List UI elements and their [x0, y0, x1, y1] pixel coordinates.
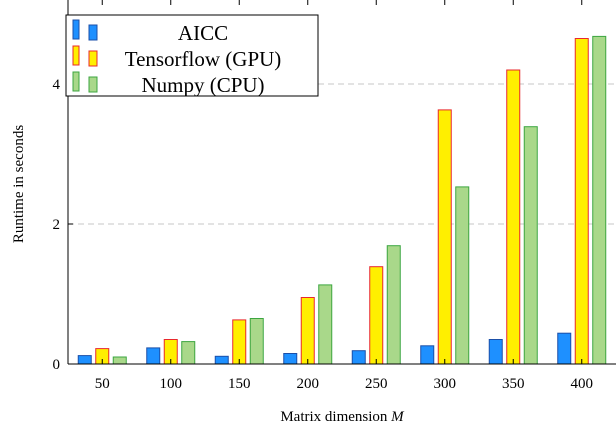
bar-tensorflow-gpu--250: [369, 266, 384, 365]
bars: [77, 35, 607, 365]
y-tick-label-0: 0: [53, 357, 61, 373]
bar-numpy-cpu--50: [112, 356, 127, 365]
bar-aicc-50: [77, 355, 92, 365]
bar-numpy-cpu--300: [455, 186, 470, 365]
bar-aicc-150: [214, 355, 229, 365]
bar-tensorflow-gpu--300: [437, 109, 452, 365]
bar-tensorflow-gpu--200: [300, 297, 315, 365]
legend-label-tensorflow-gpu-: Tensorflow (GPU): [125, 47, 282, 71]
bar-aicc-400: [557, 332, 572, 365]
legend-swatch-tensorflow-gpu--b: [88, 50, 98, 67]
bar-aicc-350: [488, 339, 503, 365]
x-tick-label-200: 200: [297, 376, 320, 392]
bar-numpy-cpu--400: [592, 35, 607, 365]
y-tick-label-4: 4: [53, 77, 61, 93]
bar-numpy-cpu--350: [523, 126, 538, 365]
bar-numpy-cpu--100: [181, 341, 196, 365]
legend-swatch-numpy-cpu--b: [88, 76, 98, 93]
x-tick-label-400: 400: [571, 376, 594, 392]
x-tick-label-300: 300: [434, 376, 457, 392]
legend-swatch-tensorflow-gpu--a: [72, 45, 80, 66]
legend-swatch-aicc-b: [88, 24, 98, 41]
bar-tensorflow-gpu--400: [574, 38, 589, 365]
bar-numpy-cpu--200: [318, 284, 333, 365]
bar-tensorflow-gpu--350: [506, 69, 521, 365]
legend-swatch-aicc-a: [72, 19, 80, 40]
bar-numpy-cpu--250: [386, 245, 401, 365]
x-tick-label-250: 250: [365, 376, 388, 392]
x-axis-title: Matrix dimension M: [280, 409, 405, 425]
x-tick-label-350: 350: [502, 376, 525, 392]
bar-aicc-300: [420, 345, 435, 365]
y-tick-label-2: 2: [53, 217, 61, 233]
legend-box: [65, 14, 319, 97]
bar-aicc-250: [351, 350, 366, 365]
bar-aicc-100: [146, 347, 161, 365]
x-tick-label-100: 100: [160, 376, 183, 392]
bar-tensorflow-gpu--150: [232, 319, 247, 365]
tick-labels: 50 100 150 200 250 300 350 400 0 2 4: [53, 77, 594, 392]
bar-numpy-cpu--150: [249, 318, 264, 365]
bar-aicc-200: [283, 353, 298, 365]
legend-swatch-numpy-cpu--a: [72, 71, 80, 92]
x-tick-label-50: 50: [95, 376, 110, 392]
legend-label-aicc: AICC: [178, 21, 228, 45]
legend-label-numpy-cpu-: Numpy (CPU): [141, 73, 264, 97]
x-tick-label-150: 150: [228, 376, 251, 392]
y-axis-title: Runtime in seconds: [11, 125, 27, 243]
